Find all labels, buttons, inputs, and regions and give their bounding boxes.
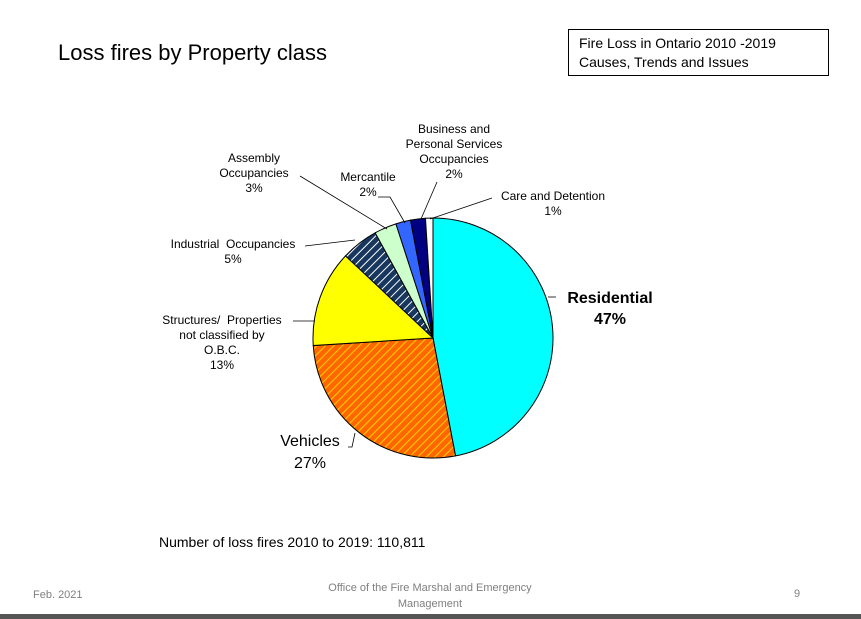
page-number: 9: [794, 588, 801, 600]
footer-date: Feb. 2021: [33, 589, 83, 601]
total-loss-fires: Number of loss fires 2010 to 2019: 110,8…: [159, 534, 426, 550]
slice-label-business-2: Occupancies: [419, 152, 488, 166]
slice-label-assembly-2: 3%: [245, 181, 263, 195]
reference-line-2: Causes, Trends and Issues: [579, 54, 749, 70]
slice-label-residential-0: Residential: [567, 290, 652, 307]
slice-label-vehicles-0: Vehicles: [280, 433, 340, 450]
footer-org-line-1: Office of the Fire Marshal and Emergency: [328, 582, 532, 594]
slice-label-business-1: Personal Services: [406, 137, 503, 151]
slice-label-structures-1: not classified by: [179, 328, 264, 342]
slice-label-mercantile-1: 2%: [359, 185, 377, 199]
slice-label-structures-2: O.B.C.: [204, 343, 240, 357]
slice-label-structures-0: Structures/ Properties: [162, 313, 281, 327]
reference-line-1: Fire Loss in Ontario 2010 -2019: [579, 35, 776, 51]
leader-line-mercantile: [378, 196, 406, 224]
leader-line-industrial: [304, 239, 356, 247]
slice-label-industrial-1: 5%: [224, 252, 242, 266]
pie-slice-residential: [432, 217, 554, 457]
leader-line-care: [429, 197, 493, 220]
slice-label-assembly-1: Occupancies: [219, 166, 288, 180]
pie-slice-vehicles: [312, 337, 457, 459]
slice-label-vehicles-1: 27%: [294, 455, 326, 472]
slice-label-care-1: 1%: [544, 204, 562, 218]
slice-label-structures-3: 13%: [210, 358, 234, 372]
slice-label-residential-1: 47%: [594, 311, 626, 328]
footer-organization: Office of the Fire Marshal and Emergency…: [300, 580, 560, 612]
slice-label-industrial-0: Industrial Occupancies: [171, 237, 296, 251]
reference-box: Fire Loss in Ontario 2010 -2019 Causes, …: [568, 29, 829, 76]
slice-label-business-0: Business and: [418, 122, 490, 136]
slice-label-business-3: 2%: [445, 167, 463, 181]
leader-line-business: [420, 181, 438, 220]
footer-rule: [0, 614, 861, 619]
slice-label-mercantile-0: Mercantile: [340, 170, 396, 184]
footer-org-line-2: Management: [397, 598, 463, 610]
slide-title: Loss fires by Property class: [58, 40, 327, 65]
pie-slice-structures-properties-not-classified-by-o-b-c: [312, 255, 435, 347]
leader-line-vehicles: [348, 432, 356, 448]
slice-label-care-0: Care and Detention: [501, 189, 605, 203]
slice-label-assembly-0: Assembly: [228, 151, 280, 165]
leader-line-assembly: [299, 175, 388, 230]
